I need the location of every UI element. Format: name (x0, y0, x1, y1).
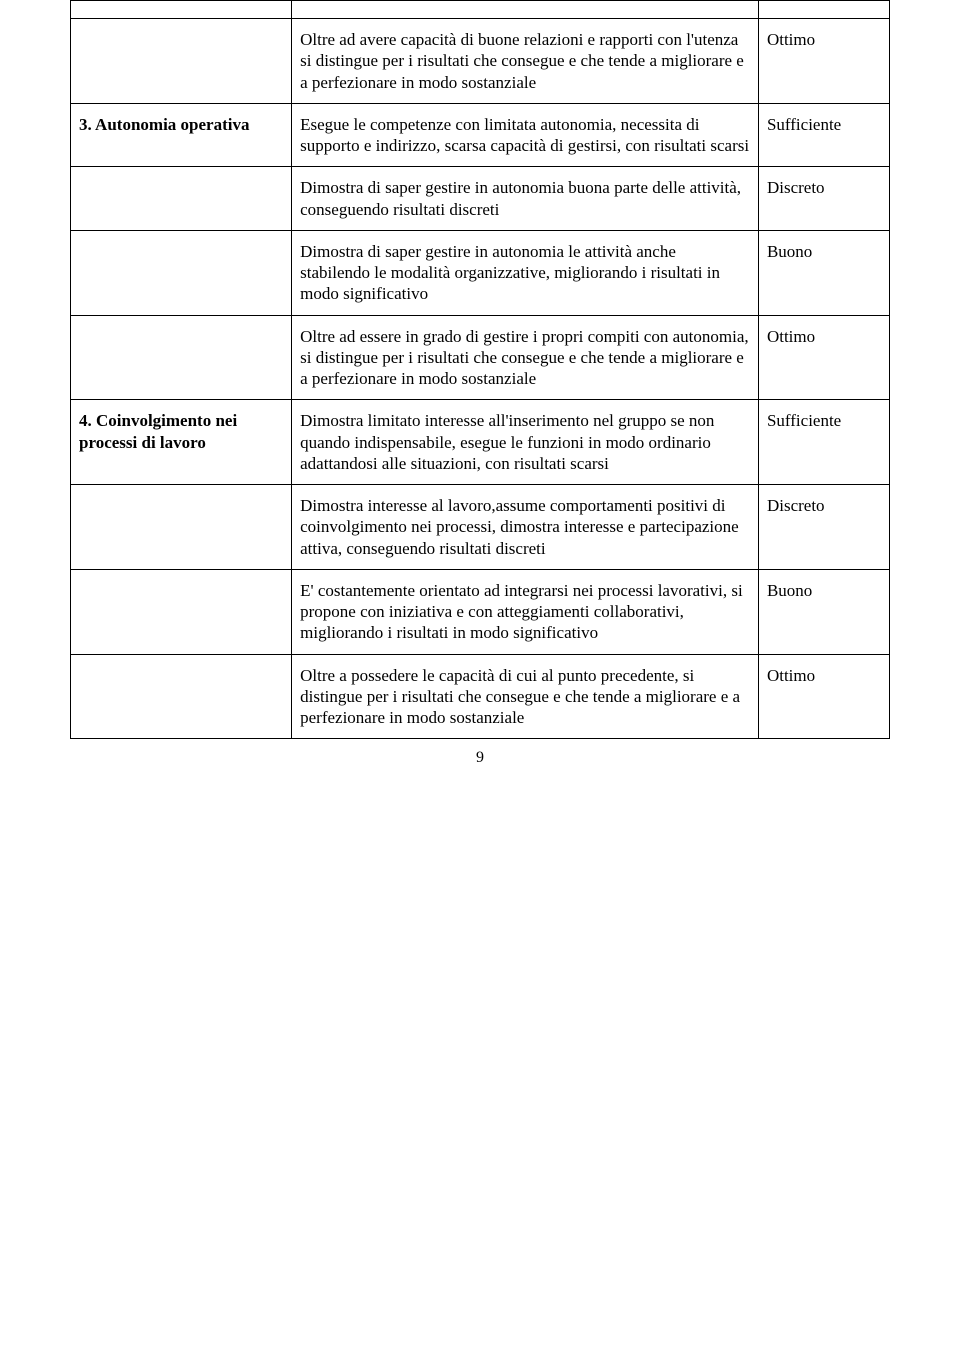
criterion-label (71, 569, 292, 654)
criterion-description: Dimostra limitato interesse all'inserime… (292, 400, 759, 485)
table-row: Oltre ad essere in grado di gestire i pr… (71, 315, 890, 400)
criterion-description: Oltre a possedere le capacità di cui al … (292, 654, 759, 739)
criterion-description (292, 1, 759, 19)
table-row: 3. Autonomia operativaEsegue le competen… (71, 103, 890, 167)
criterion-label (71, 1, 292, 19)
criterion-description: Dimostra di saper gestire in autonomia l… (292, 230, 759, 315)
criterion-rating: Discreto (758, 167, 889, 231)
criterion-rating: Buono (758, 569, 889, 654)
table-row: Dimostra interesse al lavoro,assume comp… (71, 485, 890, 570)
criterion-label: 4. Coinvolgimento nei processi di lavoro (71, 400, 292, 485)
criterion-rating: Sufficiente (758, 103, 889, 167)
evaluation-table: Oltre ad avere capacità di buone relazio… (70, 0, 890, 739)
criterion-description: Oltre ad essere in grado di gestire i pr… (292, 315, 759, 400)
criterion-rating: Sufficiente (758, 400, 889, 485)
criterion-rating: Discreto (758, 485, 889, 570)
table-row: E' costantemente orientato ad integrarsi… (71, 569, 890, 654)
table-row: Dimostra di saper gestire in autonomia l… (71, 230, 890, 315)
criterion-rating: Ottimo (758, 315, 889, 400)
criterion-label (71, 485, 292, 570)
criterion-label (71, 315, 292, 400)
table-row: Dimostra di saper gestire in autonomia b… (71, 167, 890, 231)
page-number: 9 (70, 749, 890, 767)
criterion-description: Dimostra interesse al lavoro,assume comp… (292, 485, 759, 570)
criterion-description: Esegue le competenze con limitata autono… (292, 103, 759, 167)
criterion-label (71, 19, 292, 104)
criterion-label: 3. Autonomia operativa (71, 103, 292, 167)
criterion-label (71, 230, 292, 315)
criterion-label (71, 167, 292, 231)
criterion-description: E' costantemente orientato ad integrarsi… (292, 569, 759, 654)
table-row: Oltre a possedere le capacità di cui al … (71, 654, 890, 739)
criterion-description: Oltre ad avere capacità di buone relazio… (292, 19, 759, 104)
table-row: Oltre ad avere capacità di buone relazio… (71, 19, 890, 104)
criterion-rating: Ottimo (758, 19, 889, 104)
table-row (71, 1, 890, 19)
table-row: 4. Coinvolgimento nei processi di lavoro… (71, 400, 890, 485)
criterion-label (71, 654, 292, 739)
criterion-rating (758, 1, 889, 19)
criterion-description: Dimostra di saper gestire in autonomia b… (292, 167, 759, 231)
page: Oltre ad avere capacità di buone relazio… (0, 0, 960, 807)
criterion-rating: Ottimo (758, 654, 889, 739)
criterion-rating: Buono (758, 230, 889, 315)
